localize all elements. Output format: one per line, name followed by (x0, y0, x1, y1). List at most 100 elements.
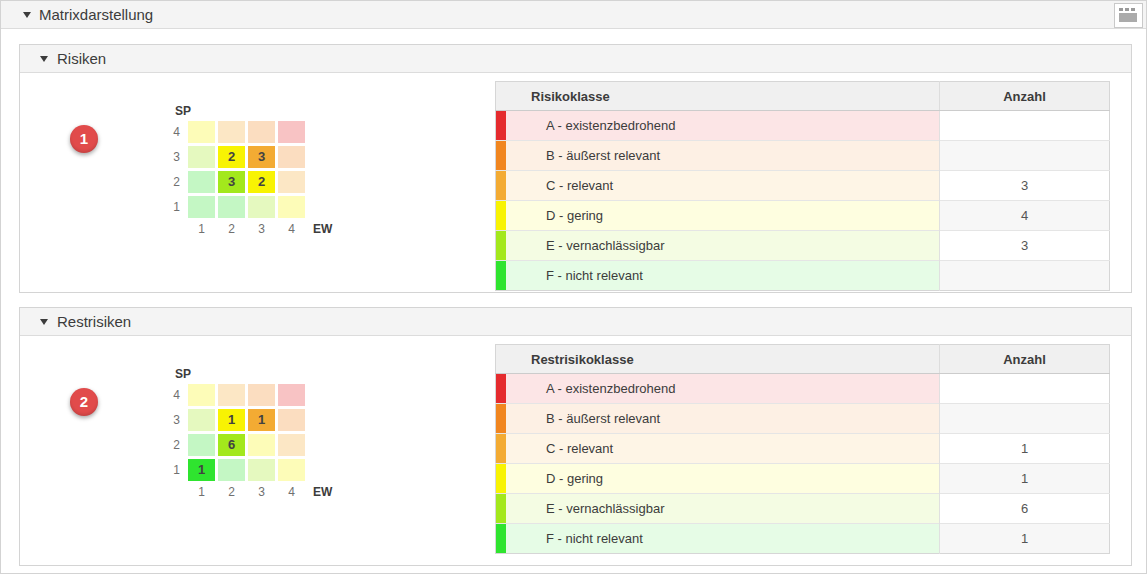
section-title: Risiken (57, 50, 106, 67)
matrix-cell[interactable] (218, 121, 245, 143)
residual-risk-class-table: RestrisikoklasseAnzahlA - existenzbedroh… (495, 344, 1110, 554)
page-title: Matrixdarstellung (39, 6, 153, 23)
matrix-col-label: 3 (248, 484, 275, 500)
risk-count-value: 4 (940, 201, 1110, 231)
matrix-cell[interactable] (188, 434, 215, 456)
panel-settings-button[interactable] (1114, 3, 1143, 28)
matrix-cell[interactable] (248, 384, 275, 406)
matrix-row-label: 1 (159, 196, 185, 218)
risk-class-row: F - nicht relevant (496, 261, 1110, 291)
matrix-cell[interactable] (278, 409, 305, 431)
risk-class-row: B - äußerst relevant (496, 404, 1110, 434)
risk-class-color-swatch (496, 261, 506, 290)
risk-class-label: B - äußerst relevant (496, 404, 940, 434)
matrix-row-label: 2 (159, 434, 185, 456)
matrix-cell[interactable] (218, 459, 245, 481)
class-column-header: Risikoklasse (496, 82, 940, 111)
risk-matrix-block: SP432323211234EW (159, 104, 332, 237)
table-header-row: RisikoklasseAnzahl (496, 82, 1110, 111)
collapse-icon[interactable] (40, 319, 48, 325)
matrix-cell[interactable] (278, 171, 305, 193)
matrix-cell[interactable] (278, 146, 305, 168)
risk-class-label: A - existenzbedrohend (496, 111, 940, 141)
risk-class-row: B - äußerst relevant (496, 141, 1110, 171)
risk-class-row: D - gering1 (496, 464, 1110, 494)
risk-class-row: C - relevant1 (496, 434, 1110, 464)
risk-count-value: 3 (940, 231, 1110, 261)
risk-class-label: D - gering (496, 201, 940, 231)
matrix-cell[interactable] (278, 384, 305, 406)
matrix-cell[interactable] (188, 384, 215, 406)
matrix-cell[interactable] (218, 384, 245, 406)
matrix-cell[interactable] (278, 196, 305, 218)
risk-class-color-swatch (496, 374, 506, 403)
matrix-cell[interactable]: 1 (218, 409, 245, 431)
class-column-header: Restrisikoklasse (496, 345, 940, 374)
matrix-cell[interactable] (278, 121, 305, 143)
matrix-cell[interactable] (248, 434, 275, 456)
matrix-cell[interactable]: 1 (188, 459, 215, 481)
risk-count-value: 1 (940, 524, 1110, 554)
risiken-panel-content: 1 SP432323211234EW RisikoklasseAnzahlA -… (20, 73, 1131, 292)
risk-class-label: C - relevant (496, 434, 940, 464)
matrix-cell[interactable]: 2 (248, 171, 275, 193)
risk-class-color-swatch (496, 171, 506, 200)
matrix-cell[interactable] (188, 121, 215, 143)
risk-class-color-swatch (496, 434, 506, 463)
matrix-row-label: 2 (159, 171, 185, 193)
matrix-cell[interactable] (278, 459, 305, 481)
matrix-cell[interactable]: 3 (218, 171, 245, 193)
risk-count-value (940, 141, 1110, 171)
collapse-icon[interactable] (40, 56, 48, 62)
matrix-col-label: 2 (218, 221, 245, 237)
matrix-cell[interactable] (248, 459, 275, 481)
risk-class-label: B - äußerst relevant (496, 141, 940, 171)
risk-class-color-swatch (496, 464, 506, 493)
count-column-header: Anzahl (940, 345, 1110, 374)
risk-class-row: D - gering4 (496, 201, 1110, 231)
risk-count-value (940, 404, 1110, 434)
matrix-cell[interactable] (188, 146, 215, 168)
risk-class-table: RisikoklasseAnzahlA - existenzbedrohendB… (495, 81, 1110, 291)
residual-risk-matrix-block: SP431126111234EW (159, 367, 332, 500)
table-header-row: RestrisikoklasseAnzahl (496, 345, 1110, 374)
matrix-cell[interactable]: 2 (218, 146, 245, 168)
risk-class-color-swatch (496, 141, 506, 170)
main-section-header[interactable]: Matrixdarstellung (1, 1, 1146, 29)
matrix-row-label: 4 (159, 384, 185, 406)
x-axis-label: EW (308, 221, 332, 237)
risk-class-label: C - relevant (496, 171, 940, 201)
matrix-row-label: 4 (159, 121, 185, 143)
collapse-icon[interactable] (23, 12, 31, 18)
matrix-cell[interactable] (188, 171, 215, 193)
matrix-cell[interactable] (188, 196, 215, 218)
matrix-cell[interactable] (278, 434, 305, 456)
risk-class-row: A - existenzbedrohend (496, 374, 1110, 404)
matrix-cell[interactable] (248, 121, 275, 143)
y-axis-label: SP (175, 367, 332, 381)
section-title: Restrisiken (57, 313, 131, 330)
matrix-cell[interactable]: 3 (248, 146, 275, 168)
risk-class-color-swatch (496, 111, 506, 140)
matrix-cell[interactable]: 6 (218, 434, 245, 456)
matrix-col-label: 4 (278, 221, 305, 237)
risk-class-row: C - relevant3 (496, 171, 1110, 201)
x-axis-label: EW (308, 484, 332, 500)
risk-count-value (940, 111, 1110, 141)
matrix-row-label: 3 (159, 409, 185, 431)
matrix-cell[interactable] (248, 196, 275, 218)
risiken-panel-header[interactable]: Risiken (20, 45, 1131, 73)
risk-count-value: 1 (940, 434, 1110, 464)
risk-class-row: E - vernachlässigbar3 (496, 231, 1110, 261)
matrix-row-label: 3 (159, 146, 185, 168)
matrix-cell[interactable] (218, 196, 245, 218)
risk-class-label: F - nicht relevant (496, 261, 940, 291)
restrisiken-panel-header[interactable]: Restrisiken (20, 308, 1131, 336)
restrisiken-panel: Restrisiken 2 SP431126111234EW Restrisik… (19, 307, 1132, 566)
matrix-cell[interactable] (188, 409, 215, 431)
risk-class-row: E - vernachlässigbar6 (496, 494, 1110, 524)
y-axis-label: SP (175, 104, 332, 118)
risk-count-value: 1 (940, 464, 1110, 494)
matrix-cell[interactable]: 1 (248, 409, 275, 431)
risk-class-row: F - nicht relevant1 (496, 524, 1110, 554)
